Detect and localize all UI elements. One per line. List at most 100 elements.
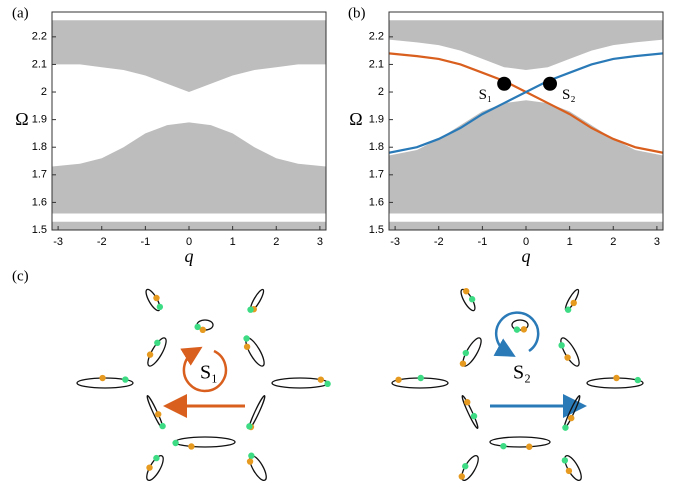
green-mass [156,303,164,311]
y-tick-label: 2.1 [369,58,384,70]
green-mass [243,335,250,342]
green-mass [247,306,254,313]
orange-mass [246,458,254,465]
bulk-band [52,221,326,230]
x-tick-label: -2 [434,236,444,248]
orange-mass [146,351,154,358]
orange-mass [199,326,206,334]
x-tick-label: 3 [317,236,323,248]
y-tick-label: 1.8 [32,141,47,153]
green-mass [634,376,642,384]
x-tick-label: 0 [523,236,529,248]
orange-mass [459,360,467,367]
x-tick-label: -1 [140,236,150,248]
orbit [560,337,580,367]
green-mass [558,342,565,349]
bulk-band [52,122,326,214]
circulation-arrow [180,346,228,393]
orbit [147,337,167,367]
x-tick-label: -2 [97,236,107,248]
x-tick-label: 2 [273,236,279,248]
orbit [174,436,236,448]
x-tick-label: -1 [477,236,487,248]
panel-label: (c) [12,268,29,284]
x-tick-label: 1 [567,236,573,248]
orange-mass [188,443,195,450]
orange-mass [564,354,571,361]
green-mass [246,423,253,430]
orbit [461,395,479,429]
x-tick-label: -3 [53,236,63,248]
green-mass [462,463,469,470]
orange-mass [464,398,471,406]
point-label: S₂ [562,87,576,103]
y-tick-label: 1.6 [32,196,47,208]
orange-mass [153,294,160,302]
orange-mass [526,443,533,450]
orbit [489,436,551,448]
green-mass [513,326,521,333]
green-mass [153,454,160,462]
x-axis-label: q [522,246,531,266]
y-tick-label: 2 [378,86,384,98]
y-tick-label: 1.5 [369,224,384,236]
edge-state-line [388,52,664,154]
green-mass [248,452,255,459]
y-tick-label: 1.5 [32,224,47,236]
x-tick-label: 2 [610,236,616,248]
x-tick-label: -3 [390,236,400,248]
orange-mass [463,288,470,295]
bulk-band [389,221,663,230]
orange-mass [146,464,153,471]
green-mass [159,422,166,430]
singular-point [542,76,557,91]
panel-label: (b) [348,5,366,21]
point-label: S₁ [479,87,493,103]
green-mass [470,412,478,420]
y-axis-label: Ω [349,109,362,129]
y-tick-label: 1.6 [369,196,384,208]
green-mass [562,424,569,431]
circulation-arrow [493,311,540,357]
y-tick-label: 2 [41,86,47,98]
orbit [563,395,581,429]
bulk-band [52,20,326,93]
orange-mass [395,376,402,383]
bulk-band [389,100,663,214]
x-tick-label: 3 [654,236,660,248]
orange-mass [458,473,465,480]
green-mass [500,442,507,450]
orange-mass [565,467,573,475]
green-mass [564,306,572,313]
y-tick-label: 2.1 [32,58,47,70]
green-mass [324,380,331,388]
green-mass [172,439,179,447]
x-tick-label: 1 [230,236,236,248]
y-axis-label: Ω [15,109,28,129]
circulation-label: S₂ [513,362,531,384]
green-mass [194,323,201,331]
orange-mass [568,414,575,422]
y-tick-label: 1.8 [369,141,384,153]
y-tick-label: 2.2 [32,31,47,43]
orange-mass [99,374,106,382]
panel-label: (a) [12,5,29,21]
green-mass [561,457,569,464]
y-tick-label: 1.7 [32,169,47,181]
orange-mass [570,299,577,307]
green-mass [122,376,129,383]
circulation-label: S₁ [200,362,218,384]
y-tick-label: 2.2 [369,31,384,43]
y-tick-label: 1.9 [32,114,47,126]
bulk-band [389,20,663,70]
y-tick-label: 1.9 [369,114,384,126]
green-mass [154,339,161,347]
orange-mass [317,376,325,383]
orange-mass [520,326,528,333]
x-tick-label: 0 [186,236,192,248]
orange-mass [155,411,162,418]
y-tick-label: 1.7 [369,169,384,181]
green-mass [462,349,470,357]
